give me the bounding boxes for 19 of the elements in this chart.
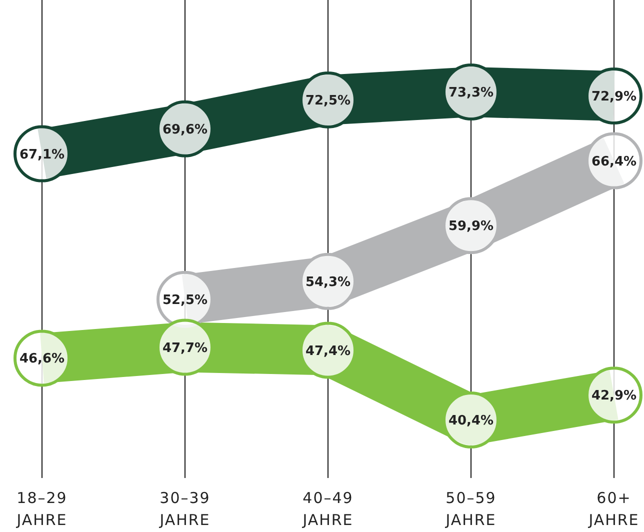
x-tick-label: 30–39 JAHRE: [158, 489, 210, 529]
data-label: 59,9%: [448, 219, 494, 234]
data-label: 66,4%: [591, 154, 637, 170]
data-label: 69,6%: [162, 122, 208, 138]
x-tick-label: 18–29 JAHRE: [16, 489, 68, 529]
data-label: 46,6%: [19, 352, 65, 367]
data-label: 47,4%: [305, 344, 351, 359]
data-label: 54,3%: [305, 274, 351, 290]
data-label: 52,5%: [162, 292, 208, 308]
data-label: 72,5%: [305, 94, 351, 109]
x-tick-label: 60+ JAHRE: [588, 489, 640, 529]
data-label: 72,9%: [591, 90, 637, 105]
data-label: 40,4%: [448, 414, 494, 429]
data-label: 47,7%: [162, 340, 208, 356]
x-tick-label: 50–59 JAHRE: [444, 489, 496, 529]
data-label: 42,9%: [591, 388, 637, 404]
x-tick-label: 40–49 JAHRE: [302, 489, 354, 529]
data-label: 73,3%: [448, 86, 494, 101]
data-label: 67,1%: [19, 147, 65, 162]
